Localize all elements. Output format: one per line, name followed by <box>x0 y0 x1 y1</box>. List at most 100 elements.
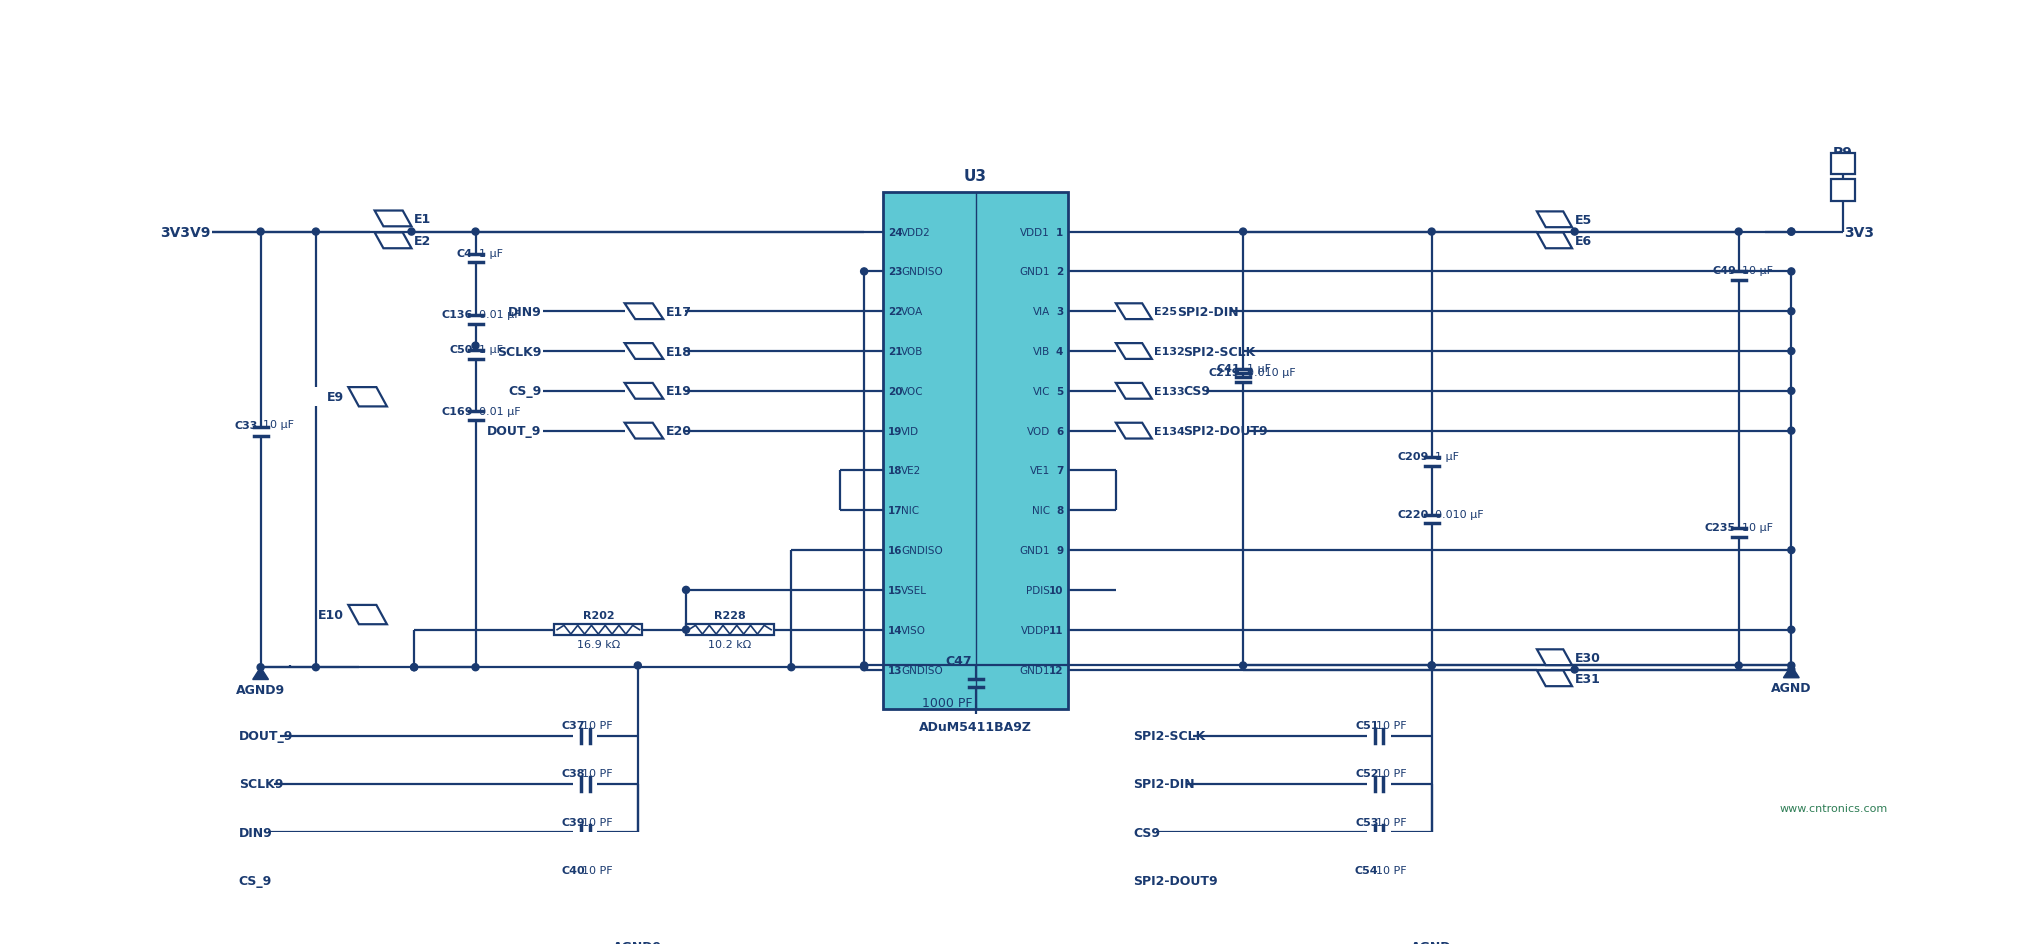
Circle shape <box>1788 309 1795 315</box>
Text: E18: E18 <box>666 346 692 358</box>
Text: 19: 19 <box>887 426 901 436</box>
Polygon shape <box>1116 423 1151 439</box>
Text: VE1: VE1 <box>1029 466 1050 476</box>
Bar <box>554 625 641 635</box>
Text: SPI2-SCLK: SPI2-SCLK <box>1183 346 1257 358</box>
Circle shape <box>1571 666 1577 673</box>
Text: 10 PF: 10 PF <box>583 865 613 875</box>
Text: 3: 3 <box>1056 307 1064 317</box>
Text: VDDP: VDDP <box>1021 625 1050 635</box>
Text: 10.2 kΩ: 10.2 kΩ <box>708 640 751 649</box>
Text: E17: E17 <box>666 305 692 318</box>
Text: 3V3V9: 3V3V9 <box>160 226 209 240</box>
Text: CS_9: CS_9 <box>508 385 542 398</box>
Text: ADuM5411BA9Z: ADuM5411BA9Z <box>920 720 1031 733</box>
Text: E133: E133 <box>1155 386 1186 396</box>
Text: 0.01 μF: 0.01 μF <box>479 310 520 320</box>
Text: 0.010 μF: 0.010 μF <box>1435 509 1484 519</box>
Text: VOD: VOD <box>1027 426 1050 436</box>
Polygon shape <box>376 211 412 228</box>
Text: 21: 21 <box>887 346 901 357</box>
Circle shape <box>473 228 479 236</box>
Text: VDD1: VDD1 <box>1021 228 1050 237</box>
Text: P9: P9 <box>1833 146 1853 160</box>
Text: E5: E5 <box>1575 213 1592 227</box>
Circle shape <box>861 664 867 671</box>
Circle shape <box>410 664 418 671</box>
Text: GNDISO: GNDISO <box>901 665 942 675</box>
Text: VOB: VOB <box>901 346 924 357</box>
Bar <box>686 625 773 635</box>
Circle shape <box>1788 228 1795 236</box>
Text: 23: 23 <box>887 267 901 278</box>
Polygon shape <box>1116 383 1151 399</box>
Polygon shape <box>625 344 664 360</box>
Bar <box>1831 154 1855 175</box>
Text: C169: C169 <box>441 406 473 416</box>
Text: SCLK9: SCLK9 <box>497 346 542 358</box>
Text: VSEL: VSEL <box>901 585 928 596</box>
Circle shape <box>682 627 690 633</box>
Text: VIB: VIB <box>1033 346 1050 357</box>
Text: 10 PF: 10 PF <box>1376 865 1407 875</box>
Text: E25: E25 <box>1155 307 1177 317</box>
Text: E6: E6 <box>1575 235 1592 247</box>
Text: 10 μF: 10 μF <box>1742 266 1772 276</box>
Text: AGND9: AGND9 <box>235 683 284 697</box>
Text: C38: C38 <box>560 768 585 779</box>
Circle shape <box>473 343 479 349</box>
Text: U3: U3 <box>964 169 987 184</box>
Text: VISO: VISO <box>901 625 926 635</box>
Text: VOA: VOA <box>901 307 924 317</box>
Text: E31: E31 <box>1575 672 1600 685</box>
Text: 10 PF: 10 PF <box>583 768 613 779</box>
Text: 0.010 μF: 0.010 μF <box>1246 368 1295 378</box>
Text: C136: C136 <box>441 310 473 320</box>
Text: 1: 1 <box>1056 228 1064 237</box>
Text: 14: 14 <box>887 625 903 635</box>
Circle shape <box>1240 228 1246 236</box>
Text: E132: E132 <box>1155 346 1186 357</box>
Text: 20: 20 <box>887 386 901 396</box>
Text: 4: 4 <box>1056 346 1064 357</box>
Text: 13: 13 <box>887 665 901 675</box>
Circle shape <box>1429 663 1435 669</box>
Text: E134: E134 <box>1155 426 1186 436</box>
Text: E1: E1 <box>414 212 430 226</box>
Text: 6: 6 <box>1056 426 1064 436</box>
Text: SPI2-SCLK: SPI2-SCLK <box>1133 730 1206 742</box>
Text: C219: C219 <box>1210 368 1240 378</box>
Circle shape <box>1788 228 1795 236</box>
Text: C53: C53 <box>1356 817 1378 827</box>
Text: 22: 22 <box>887 307 901 317</box>
Text: E10: E10 <box>319 609 343 621</box>
Text: www.cntronics.com: www.cntronics.com <box>1780 803 1888 813</box>
Text: C4: C4 <box>457 248 473 259</box>
Text: 1000 PF: 1000 PF <box>922 696 972 709</box>
Text: SPI2-DIN: SPI2-DIN <box>1177 305 1238 318</box>
Text: CS9: CS9 <box>1133 826 1161 838</box>
Text: 2: 2 <box>1056 267 1064 278</box>
Text: DIN9: DIN9 <box>240 826 272 838</box>
Text: VID: VID <box>901 426 920 436</box>
Circle shape <box>1429 920 1435 928</box>
Circle shape <box>1788 627 1795 633</box>
Text: R202: R202 <box>583 611 615 620</box>
Text: SPI2-DOUT9: SPI2-DOUT9 <box>1183 425 1269 438</box>
Text: E9: E9 <box>327 391 343 404</box>
Text: AGND9: AGND9 <box>613 940 662 944</box>
Polygon shape <box>1116 304 1151 320</box>
Text: NIC: NIC <box>1031 506 1050 515</box>
Text: E2: E2 <box>414 235 430 247</box>
Text: 10 μF: 10 μF <box>264 419 294 430</box>
Polygon shape <box>625 423 664 439</box>
Text: DIN9: DIN9 <box>508 305 542 318</box>
Text: C39: C39 <box>560 817 585 827</box>
Text: R228: R228 <box>715 611 745 620</box>
Circle shape <box>1788 269 1795 276</box>
Circle shape <box>1788 663 1795 669</box>
Text: 11: 11 <box>1050 625 1064 635</box>
Circle shape <box>682 587 690 594</box>
Text: C41: C41 <box>1216 363 1240 373</box>
Text: 8: 8 <box>1056 506 1064 515</box>
